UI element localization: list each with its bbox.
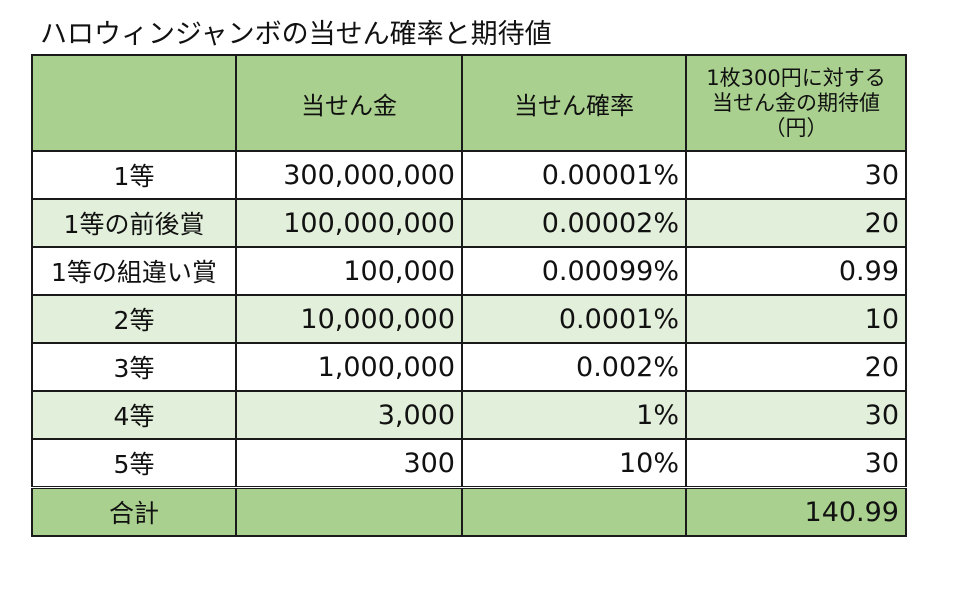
prize-amount-cell: 100,000,000	[235, 198, 463, 248]
expected-value-cell: 30	[685, 150, 907, 200]
header-prize-amount: 当せん金	[235, 54, 463, 152]
expected-value-table: 当せん金 当せん確率 1枚300円に対する 当せん金の期待値 （円） 1等 30…	[31, 54, 907, 537]
total-row: 合計 140.99	[31, 486, 907, 537]
expected-value-cell: 10	[685, 294, 907, 344]
total-probability-cell	[461, 486, 687, 537]
expected-value-cell: 20	[685, 198, 907, 248]
prize-amount-cell: 300	[235, 438, 463, 489]
prize-amount-cell: 1,000,000	[235, 342, 463, 392]
header-expected-value-line-2: 当せん金の期待値	[712, 90, 880, 115]
prize-amount-cell: 10,000,000	[235, 294, 463, 344]
table-row: 5等 300 10% 30	[31, 438, 907, 489]
expected-value-cell: 0.99	[685, 246, 907, 296]
prize-name-cell: 1等の前後賞	[31, 198, 237, 248]
probability-cell: 10%	[461, 438, 687, 489]
prize-amount-cell: 300,000,000	[235, 150, 463, 200]
prize-amount-cell: 3,000	[235, 390, 463, 440]
header-expected-value-line-1: 1枚300円に対する	[706, 65, 886, 90]
prize-name-cell: 1等の組違い賞	[31, 246, 237, 296]
probability-cell: 0.00099%	[461, 246, 687, 296]
expected-value-cell: 30	[685, 390, 907, 440]
prize-name-cell: 3等	[31, 342, 237, 392]
prize-name-cell: 4等	[31, 390, 237, 440]
expected-value-cell: 30	[685, 438, 907, 489]
prize-name-cell: 1等	[31, 150, 237, 200]
prize-name-cell: 2等	[31, 294, 237, 344]
probability-cell: 1%	[461, 390, 687, 440]
prize-amount-cell: 100,000	[235, 246, 463, 296]
table-row: 1等の組違い賞 100,000 0.00099% 0.99	[31, 246, 907, 296]
header-row: 当せん金 当せん確率 1枚300円に対する 当せん金の期待値 （円）	[31, 54, 907, 152]
expected-value-cell: 20	[685, 342, 907, 392]
table-row: 4等 3,000 1% 30	[31, 390, 907, 440]
total-expected-value-cell: 140.99	[685, 486, 907, 537]
table-row: 1等 300,000,000 0.00001% 30	[31, 150, 907, 200]
probability-cell: 0.0001%	[461, 294, 687, 344]
table-row: 2等 10,000,000 0.0001% 10	[31, 294, 907, 344]
table-row: 1等の前後賞 100,000,000 0.00002% 20	[31, 198, 907, 248]
page-title: ハロウィンジャンボの当せん確率と期待値	[40, 19, 552, 50]
probability-cell: 0.00001%	[461, 150, 687, 200]
table-row: 3等 1,000,000 0.002% 20	[31, 342, 907, 392]
header-expected-value: 1枚300円に対する 当せん金の期待値 （円）	[685, 54, 907, 152]
prize-name-cell: 5等	[31, 438, 237, 489]
header-prize-name	[31, 54, 237, 152]
probability-cell: 0.002%	[461, 342, 687, 392]
header-probability: 当せん確率	[461, 54, 687, 152]
total-amount-cell	[235, 486, 463, 537]
total-label-cell: 合計	[31, 486, 237, 537]
probability-cell: 0.00002%	[461, 198, 687, 248]
header-expected-value-line-3: （円）	[764, 115, 828, 140]
